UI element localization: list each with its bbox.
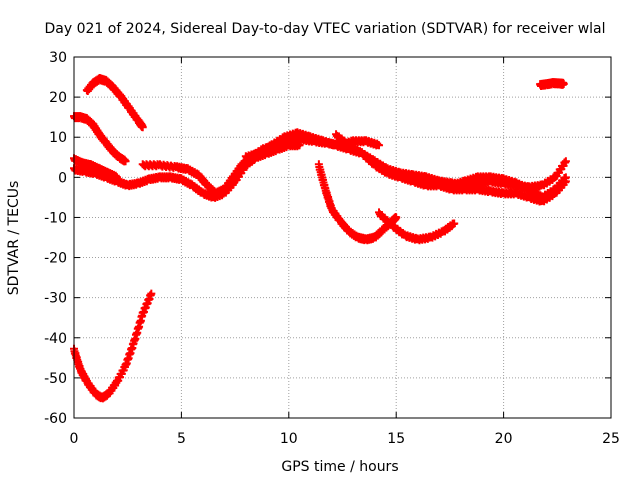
x-tick-label: 10 [280,431,298,447]
chart-title: Day 021 of 2024, Sidereal Day-to-day VTE… [44,21,605,37]
x-tick-label: 5 [177,431,186,447]
y-tick-label: -50 [44,371,67,387]
data-point [561,157,570,166]
y-tick-label: -30 [44,291,67,307]
series-arc-3 [70,112,130,166]
y-tick-label: 10 [49,130,67,146]
data-point [375,141,384,150]
y-tick-label: 20 [49,90,67,106]
x-axis-label: GPS time / hours [281,459,398,475]
x-tick-label: 20 [495,431,513,447]
y-axis-label: SDTVAR / TECUs [6,181,22,296]
data-point [121,157,130,166]
data-point [450,219,459,228]
series-arc-9 [375,208,459,245]
data-point [112,173,121,182]
data-point [561,173,570,182]
y-tick-label: -20 [44,251,67,267]
series-arc-2 [82,74,147,132]
x-tick-label: 0 [70,431,79,447]
y-tick-label: -60 [44,411,67,427]
y-tick-labels: -60 -50 -40 -30 -20 -10 0 10 20 30 [44,50,67,427]
y-tick-label: -40 [44,331,67,347]
series-arc-12 [536,78,568,90]
data-point [138,123,147,132]
x-tick-label: 15 [387,431,405,447]
y-tick-label: 30 [49,50,67,66]
data-point [559,79,568,88]
data-point [392,213,401,222]
x-tick-label: 25 [602,431,620,447]
series-arc-5 [70,154,121,182]
data-points [70,74,570,403]
tick-marks [73,56,612,419]
plot-frame [73,56,612,419]
x-tick-labels: 0 5 10 15 20 25 [70,431,620,447]
series-arc-7 [241,128,570,206]
y-tick-label: -10 [44,210,67,226]
y-tick-label: 0 [58,170,67,186]
data-point [147,289,156,298]
grid-lines [74,57,611,418]
series-arc-1 [70,289,156,403]
series-arc-11 [448,172,570,202]
